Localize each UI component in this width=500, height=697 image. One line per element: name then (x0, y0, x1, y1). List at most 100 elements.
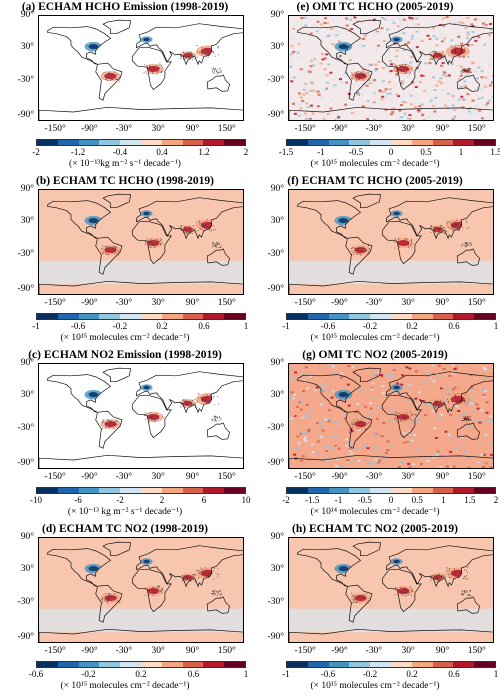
latitude-tick-label: -30° (267, 75, 284, 85)
world-map (39, 538, 243, 642)
colorbar-tick-label: -1 (282, 669, 290, 679)
latitude-tick-label: 90° (270, 184, 284, 194)
colorbar-tick-label: 1.5 (490, 147, 500, 157)
colorbar-tick-label: -0.6 (320, 669, 336, 679)
colorbar-tick-label: -1.2 (70, 147, 86, 157)
map-plot-area (288, 189, 494, 295)
colorbar-tick-label: 2 (243, 147, 249, 157)
latitude-tick-label: -30° (17, 249, 34, 259)
colorbar-segment (140, 314, 162, 319)
latitude-tick-label: -90° (17, 458, 34, 468)
colorbar-tick-label: 1 (243, 669, 249, 679)
colorbar-tick-label: 10 (241, 495, 251, 505)
longitude-tick-label: 30° (401, 298, 415, 308)
colorbar-segment (140, 140, 162, 145)
longitude-tick-label: -30° (365, 646, 383, 656)
world-map (289, 190, 493, 294)
colorbar-segment (287, 662, 308, 667)
colorbar-segment (99, 140, 121, 145)
colorbar-segment (328, 140, 350, 145)
colorbar-segment (390, 140, 412, 145)
colorbar-segment (349, 314, 371, 319)
colorbar-tick-label: -0.4 (112, 147, 128, 157)
colorbar-unit-label: (× 10¹⁵ molecules cm⁻² decade⁻¹) (60, 681, 190, 691)
colorbar-tick-label: 2 (493, 495, 499, 505)
colorbar-tick-label: 0.6 (198, 321, 210, 331)
colorbar-tick-label: -1 (282, 321, 290, 331)
panel-title: (h) ECHAM TC NO2 (2005-2019) (292, 523, 458, 535)
longitude-tick-label: -30° (365, 124, 383, 134)
map-panel: (b) ECHAM TC HCHO (1998-2019) 90° 30° -30° -… (0, 174, 250, 348)
latitude-tick-label: 90° (270, 532, 284, 542)
latitude-tick-label: 90° (270, 10, 284, 20)
longitude-tick-label: 30° (401, 124, 415, 134)
map-panel: (e) OMI TC HCHO (2005-2019) 90° 30° -30° -90… (250, 0, 500, 174)
colorbar-segment (224, 314, 245, 319)
colorbar-segment (57, 662, 79, 667)
colorbar-segment (307, 662, 329, 667)
colorbar-tick-label: -1 (317, 147, 325, 157)
longitude-tick-label: 150° (467, 124, 486, 134)
longitude-tick-label: -90° (331, 646, 348, 656)
colorbar-segment (349, 662, 371, 667)
longitude-tick-label: 150° (217, 646, 236, 656)
latitude-tick-label: 90° (270, 358, 284, 368)
southern-ocean-band (289, 260, 493, 285)
longitude-tick-label: -30° (115, 298, 133, 308)
colorbar-segment (161, 314, 183, 319)
longitude-tick-label: -90° (81, 298, 98, 308)
colorbar-tick-label: 0.5 (411, 495, 423, 505)
colorbar (36, 139, 246, 146)
coastlines (289, 541, 493, 642)
colorbar-segment (328, 488, 350, 493)
colorbar (36, 313, 246, 320)
map-panel: (d) ECHAM TC NO2 (1998-2019) 90° 30° -30° -9… (0, 522, 250, 696)
colorbar-segment (453, 140, 475, 145)
colorbar-tick-label: 1 (243, 321, 249, 331)
coastlines (39, 541, 243, 642)
longitude-tick-label: 150° (217, 298, 236, 308)
colorbar-tick-label: 0 (388, 495, 394, 505)
longitude-tick-label: 30° (151, 646, 165, 656)
colorbar-tick-label: 0.2 (406, 669, 418, 679)
colorbar-tick-label: 0.6 (187, 669, 200, 679)
map-plot-area (38, 189, 244, 295)
latitude-tick-label: 30° (20, 216, 34, 226)
colorbar-segment (307, 314, 329, 319)
world-map (39, 16, 243, 120)
map-background (289, 16, 493, 120)
latitude-tick-label: -30° (267, 423, 284, 433)
colorbar-segment (287, 140, 308, 145)
longitude-tick-label: 150° (217, 472, 236, 482)
longitude-tick-label: -30° (115, 646, 133, 656)
colorbar-tick-label: -10 (30, 495, 42, 505)
colorbar-segment (474, 488, 495, 493)
colorbar-tick-label: -0.2 (112, 321, 128, 331)
longitude-tick-label: -30° (115, 124, 133, 134)
colorbar-tick-label: 1 (458, 147, 464, 157)
longitude-tick-label: -150° (294, 298, 316, 308)
colorbar-tick-label: -1 (334, 495, 343, 505)
colorbar-segment (432, 488, 454, 493)
colorbar-segment (37, 662, 58, 667)
colorbar-segment (432, 662, 454, 667)
longitude-tick-label: 30° (401, 472, 415, 482)
colorbar-segment (78, 488, 100, 493)
significance-stipple (351, 567, 472, 604)
colorbar-segment (307, 140, 329, 145)
southern-ocean-band (39, 260, 243, 285)
longitude-tick-label: -90° (81, 472, 98, 482)
longitude-tick-label: -90° (81, 124, 98, 134)
colorbar-segment (182, 488, 204, 493)
latitude-tick-label: -30° (17, 75, 34, 85)
colorbar-segment (349, 140, 371, 145)
latitude-tick-label: -90° (267, 632, 284, 642)
longitude-tick-label: 30° (151, 124, 165, 134)
longitude-tick-label: -150° (294, 124, 316, 134)
colorbar-unit-label: (× 10¹⁵ molecules cm⁻² decade⁻¹) (60, 333, 190, 343)
map-plot-area (38, 537, 244, 643)
colorbar-segment (57, 488, 79, 493)
colorbar-unit-label: (× 10¹⁵ molecules cm⁻² decade⁻¹) (310, 333, 440, 343)
longitude-tick-label: 90° (185, 472, 200, 482)
colorbar-unit-label: (× 10¹⁵ molecules cm⁻² decade⁻¹) (310, 681, 440, 691)
